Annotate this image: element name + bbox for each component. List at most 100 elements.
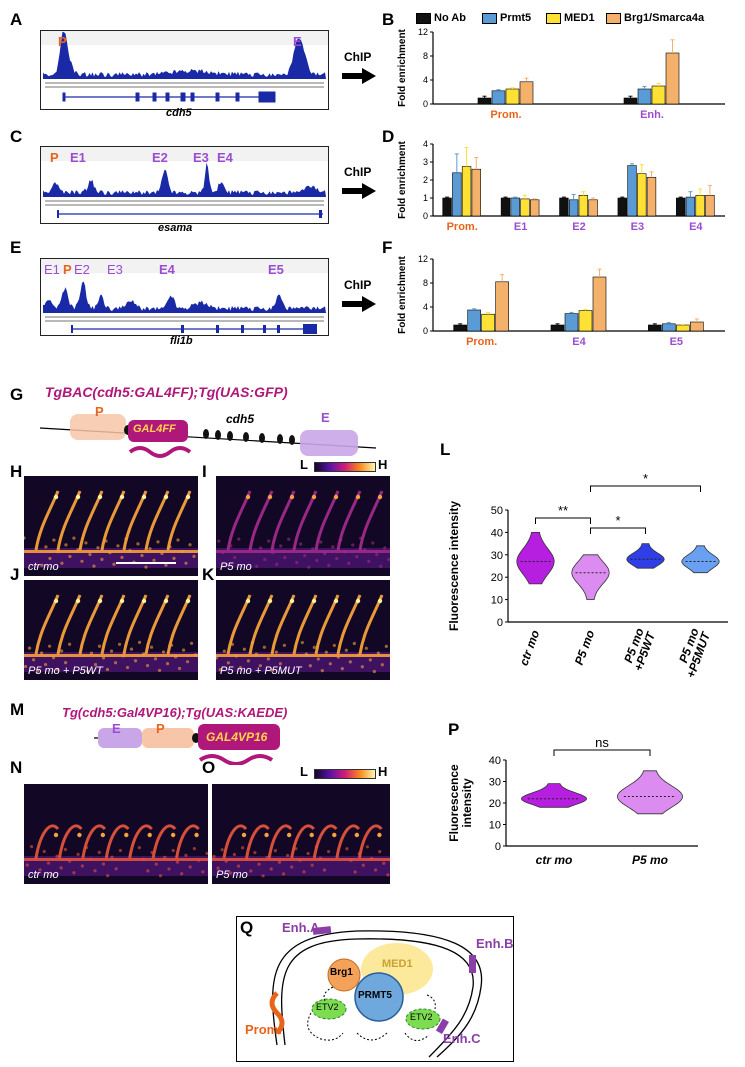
micrograph-h: ctr mo xyxy=(24,476,198,576)
track-c-signal xyxy=(41,147,328,218)
x-tick-label: P5 mo xyxy=(572,628,597,667)
x-tick-label: P5 mo+P5WT xyxy=(620,625,659,673)
y-axis-label: Fluorescence intensity xyxy=(447,501,461,631)
y-tick-label: 8 xyxy=(423,278,428,288)
q-enh-a-mark xyxy=(312,926,332,935)
y-tick-label: 40 xyxy=(491,527,503,539)
x-tick-label: Prom. xyxy=(447,221,478,233)
bar-med1-1 xyxy=(578,310,593,332)
significance-label: ** xyxy=(558,503,568,518)
track-c-label-e2: E2 xyxy=(152,150,168,165)
bar-no-ab-2 xyxy=(559,197,569,217)
bar-med1-1 xyxy=(651,85,666,105)
q-prom-mark xyxy=(269,991,285,1035)
track-e-label-e1: E1 xyxy=(44,262,60,277)
panel-label-m: M xyxy=(10,700,25,719)
y-tick-label: 0 xyxy=(423,99,428,109)
bar-med1-0 xyxy=(461,166,472,217)
significance-bracket xyxy=(590,527,646,534)
track-e-label-e4: E4 xyxy=(159,262,175,277)
bar-prmt5-1 xyxy=(564,313,579,332)
bar-no-ab-2 xyxy=(648,324,662,332)
legend-no-ab: No Ab xyxy=(416,12,466,24)
track-e-label-e3: E3 xyxy=(107,262,123,277)
bar-brg1-smarca4a-4 xyxy=(705,194,715,217)
m-colorbar xyxy=(314,769,376,779)
bar-no-ab-3 xyxy=(617,197,627,217)
y-tick-label: 0 xyxy=(423,211,428,221)
panel-label-n: N xyxy=(10,758,23,777)
q-prmt5 xyxy=(354,972,404,1022)
track-c-label-p: P xyxy=(50,150,59,165)
panel-label-e: E xyxy=(10,238,22,257)
x-tick-label: P5 mo+P5MUT xyxy=(672,625,713,680)
chip-arrow-e xyxy=(342,296,376,312)
panel-label-b: B xyxy=(382,10,395,29)
panel-label-k: K xyxy=(202,565,215,584)
bar-brg1-smarca4a-1 xyxy=(665,52,680,105)
track-e-label-p: P xyxy=(63,262,72,277)
gene-model-esama xyxy=(57,210,323,218)
chip-arrow-c xyxy=(342,183,376,199)
significance-bracket xyxy=(535,517,591,524)
micrograph-o: P5 mo xyxy=(212,784,390,884)
m-construct xyxy=(94,724,280,765)
track-a-label-e: E xyxy=(293,34,302,49)
y-tick-label: 30 xyxy=(491,550,503,562)
bar-prmt5-1 xyxy=(637,88,652,105)
micrograph-j: P5 mo + P5WT xyxy=(24,580,198,680)
panel-label-l: L xyxy=(440,440,451,459)
bar-prmt5-1 xyxy=(510,197,520,217)
g-colorbar-high: H xyxy=(378,457,388,472)
y-tick-label: 4 xyxy=(423,302,428,312)
y-tick-label: 8 xyxy=(423,51,428,61)
panel-label-q: Q xyxy=(240,918,254,937)
g-driver-label: GAL4FF xyxy=(133,423,176,435)
track-e-signal xyxy=(41,259,328,334)
y-axis-label: Fluorescence xyxy=(448,764,461,842)
g-label-p: P xyxy=(95,404,104,419)
chip-label-c: ChIP xyxy=(344,165,372,179)
significance-label: ns xyxy=(595,740,609,750)
q-label-etv2-left: ETV2 xyxy=(316,1002,339,1012)
y-tick-label: 20 xyxy=(489,798,501,810)
bar-med1-2 xyxy=(676,324,690,332)
violin-2 xyxy=(626,543,665,569)
x-tick-label: P5 mo xyxy=(632,853,668,867)
q-model-frame xyxy=(236,916,514,1062)
track-c xyxy=(40,146,329,224)
m-label-e: E xyxy=(112,721,121,736)
legend-prmt5: Prmt5 xyxy=(482,12,531,24)
g-label-e: E xyxy=(321,410,330,425)
bar-prmt5-0 xyxy=(491,90,506,105)
x-tick-label: E2 xyxy=(572,221,585,233)
bar-brg1-smarca4a-1 xyxy=(592,276,607,332)
bar-no-ab-0 xyxy=(442,197,452,217)
y-tick-label: 20 xyxy=(491,572,503,584)
bar-no-ab-4 xyxy=(676,197,686,217)
m-promoter-box xyxy=(142,728,194,748)
significance-label: * xyxy=(643,471,648,486)
panel-label-f: F xyxy=(382,238,393,257)
g-construct xyxy=(39,414,377,458)
chart-b: 0 4 8 12 Fold enrichment Prom. Enh. xyxy=(397,27,725,121)
track-c-label-e4: E4 xyxy=(217,150,233,165)
x-tick-label: E3 xyxy=(631,221,644,233)
y-tick-label: 3 xyxy=(423,157,428,167)
micrograph-i: P5 mo xyxy=(216,476,390,576)
panel-label-g: G xyxy=(10,385,24,404)
m-colorbar-low: L xyxy=(300,764,308,779)
chip-label-a: ChIP xyxy=(344,50,372,64)
y-tick-label: 10 xyxy=(491,595,503,607)
bar-prmt5-3 xyxy=(627,165,637,217)
g-title: TgBAC(cdh5:GAL4FF);Tg(UAS:GFP) xyxy=(45,384,288,400)
x-tick-label: Prom. xyxy=(490,109,521,121)
bar-brg1-smarca4a-2 xyxy=(588,199,598,217)
bar-no-ab-1 xyxy=(550,324,565,332)
violin-0 xyxy=(520,783,588,808)
panel-label-o: O xyxy=(202,758,216,777)
g-colorbar xyxy=(314,462,376,472)
y-tick-label: 0 xyxy=(423,326,428,336)
x-tick-label: E4 xyxy=(689,221,703,233)
panel-label-h: H xyxy=(10,462,23,481)
